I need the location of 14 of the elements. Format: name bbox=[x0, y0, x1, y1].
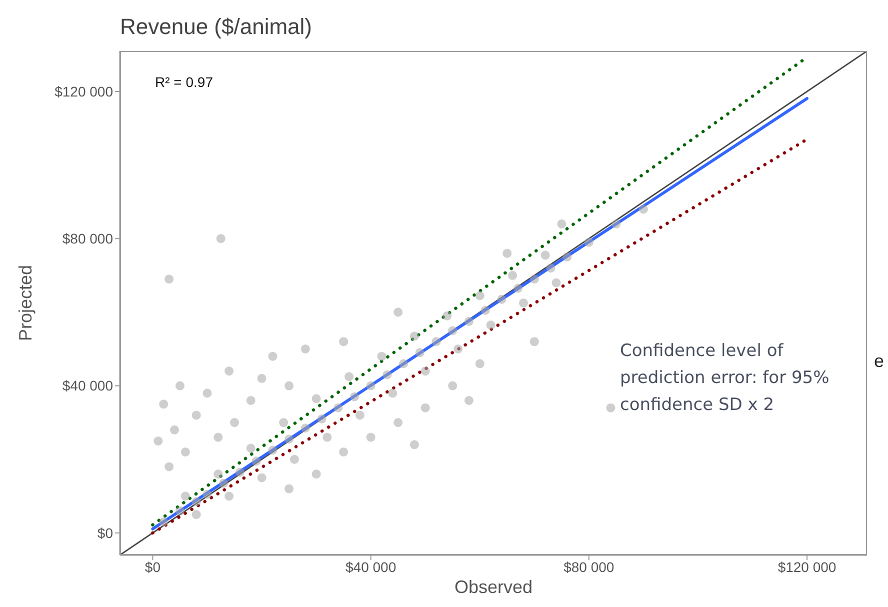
x-tick-label: $40 000 bbox=[346, 558, 396, 575]
y-tick-label: $40 000 bbox=[62, 378, 114, 394]
x-tick-label: $120 000 bbox=[778, 558, 836, 575]
x-axis-title: Observed bbox=[454, 577, 533, 598]
chart-title: Revenue ($/animal) bbox=[120, 14, 312, 40]
x-tick-label: $0 bbox=[144, 558, 161, 575]
annotation: R² = 0.97 bbox=[155, 74, 213, 90]
y-tick-label: $80 000 bbox=[62, 230, 114, 247]
text: e bbox=[874, 351, 884, 371]
annotation: Confidence level of prediction error: for 95% confidence SD x 2 bbox=[620, 341, 830, 415]
x-tick-label: $80 000 bbox=[564, 558, 614, 575]
y-tick-label: $120 000 bbox=[54, 83, 114, 100]
y-axis-title: Projected bbox=[16, 264, 36, 342]
y-tick-label: $0 bbox=[97, 524, 114, 541]
